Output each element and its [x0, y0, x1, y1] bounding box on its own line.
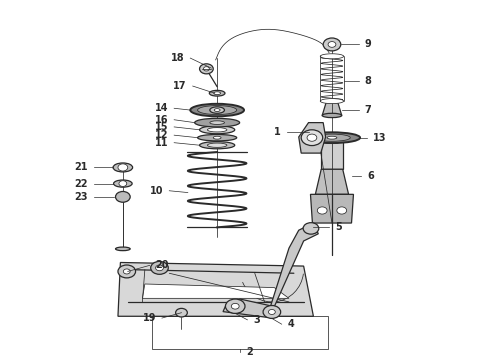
Text: 23: 23	[74, 192, 88, 202]
Circle shape	[116, 192, 130, 202]
Text: 9: 9	[365, 40, 371, 49]
Circle shape	[119, 181, 127, 186]
Ellipse shape	[199, 126, 235, 134]
Text: 8: 8	[365, 76, 371, 86]
Ellipse shape	[116, 247, 130, 251]
Ellipse shape	[210, 121, 224, 125]
Text: 21: 21	[74, 162, 88, 172]
Ellipse shape	[197, 105, 237, 114]
Text: 3: 3	[253, 315, 260, 325]
Ellipse shape	[322, 113, 342, 118]
Ellipse shape	[327, 136, 337, 139]
Circle shape	[156, 265, 163, 271]
Ellipse shape	[304, 132, 360, 143]
Circle shape	[263, 306, 281, 319]
Circle shape	[307, 134, 317, 141]
Text: 19: 19	[143, 313, 156, 323]
Circle shape	[323, 38, 341, 51]
Text: 14: 14	[155, 103, 168, 113]
Text: 18: 18	[171, 53, 184, 63]
Ellipse shape	[113, 163, 133, 172]
Ellipse shape	[214, 92, 220, 95]
Text: 22: 22	[74, 179, 88, 189]
Ellipse shape	[210, 107, 224, 113]
Polygon shape	[322, 103, 342, 116]
Ellipse shape	[190, 104, 244, 116]
Polygon shape	[316, 169, 348, 194]
Circle shape	[269, 310, 275, 315]
Text: 1: 1	[274, 127, 281, 136]
Circle shape	[337, 207, 346, 214]
Circle shape	[231, 303, 239, 309]
Text: 6: 6	[367, 171, 374, 181]
Circle shape	[118, 164, 128, 171]
Circle shape	[203, 67, 209, 71]
Circle shape	[199, 64, 213, 74]
Text: 7: 7	[365, 105, 371, 115]
Circle shape	[318, 207, 327, 214]
Ellipse shape	[207, 128, 227, 132]
Text: 13: 13	[373, 133, 387, 143]
Ellipse shape	[320, 99, 343, 104]
Text: 2: 2	[246, 347, 253, 357]
Ellipse shape	[314, 134, 350, 141]
Circle shape	[328, 41, 336, 47]
Circle shape	[301, 130, 323, 145]
Circle shape	[225, 299, 245, 314]
Polygon shape	[143, 284, 289, 298]
Text: 12: 12	[155, 130, 168, 140]
Ellipse shape	[114, 180, 132, 187]
Polygon shape	[223, 223, 318, 318]
Ellipse shape	[214, 109, 220, 112]
Text: 10: 10	[150, 186, 163, 196]
Circle shape	[118, 265, 136, 278]
Circle shape	[123, 269, 130, 274]
Bar	[152, 316, 328, 348]
Ellipse shape	[320, 54, 343, 59]
Text: 15: 15	[155, 122, 168, 132]
Polygon shape	[311, 194, 353, 223]
Text: 5: 5	[335, 222, 342, 231]
Ellipse shape	[197, 134, 237, 141]
Bar	[321, 139, 343, 169]
Polygon shape	[299, 123, 326, 153]
Polygon shape	[118, 262, 314, 316]
Text: 16: 16	[155, 115, 168, 125]
Circle shape	[303, 223, 319, 234]
Ellipse shape	[213, 136, 221, 139]
Text: 4: 4	[288, 319, 294, 329]
Circle shape	[151, 261, 168, 274]
Ellipse shape	[207, 143, 227, 147]
Circle shape	[175, 309, 187, 317]
Text: 20: 20	[156, 260, 169, 270]
Text: 17: 17	[173, 81, 187, 91]
Ellipse shape	[209, 90, 225, 96]
Ellipse shape	[199, 141, 235, 149]
Ellipse shape	[195, 118, 240, 127]
Text: 11: 11	[155, 138, 168, 148]
